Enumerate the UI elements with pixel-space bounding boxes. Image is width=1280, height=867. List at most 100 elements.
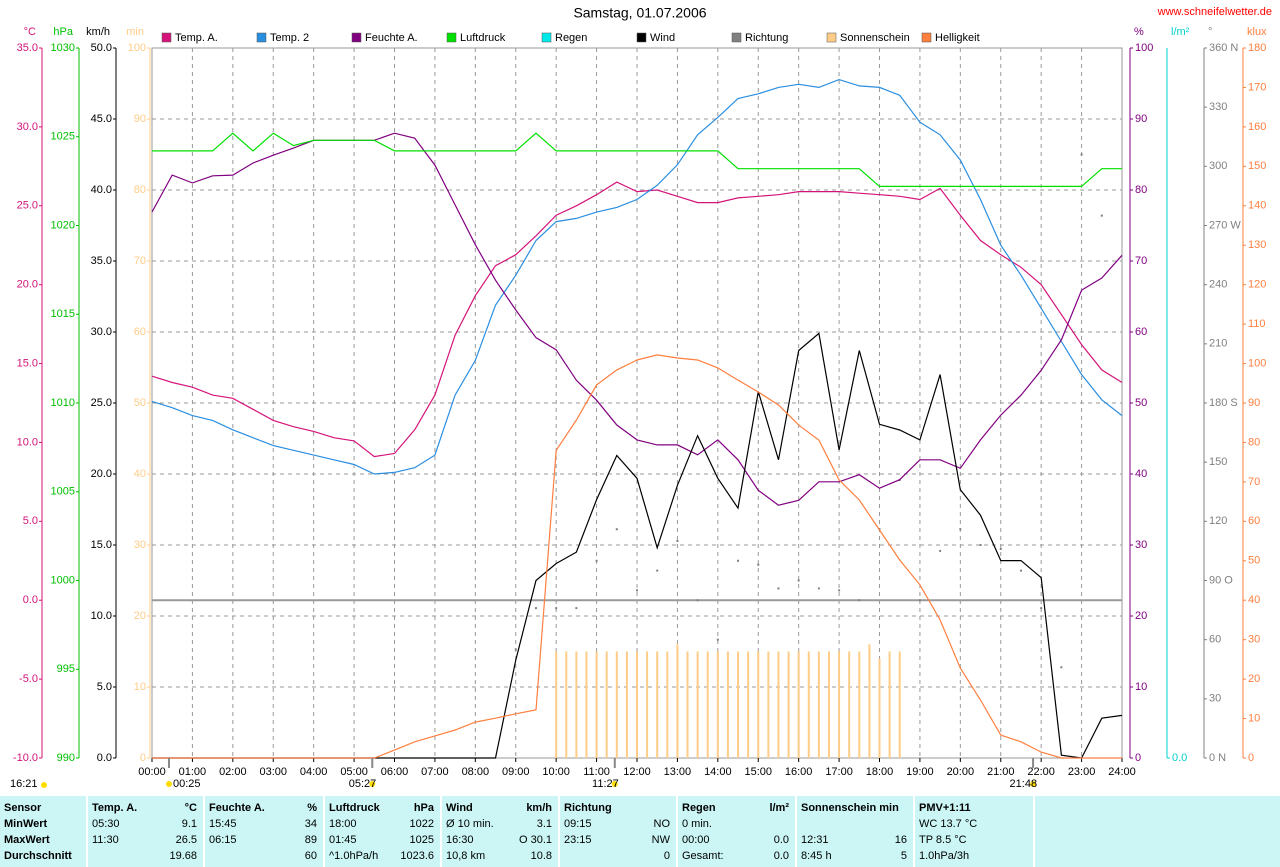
axis-tick-label: 50 — [134, 397, 146, 409]
direction-dot — [939, 549, 942, 552]
table-cell: ^1.0hPa/h 1023.6 — [329, 848, 434, 864]
cell-right: 89 — [304, 834, 317, 846]
legend-label: Helligkeit — [935, 32, 980, 44]
table-cell: 60 — [209, 848, 317, 864]
cell-left: 0 min. — [682, 818, 712, 830]
cell-left: 01:45 — [329, 834, 357, 846]
x-tick-label: 12:00 — [623, 766, 651, 778]
column-header: Feuchte A.% — [209, 800, 317, 816]
row-label-text: MinWert — [4, 818, 48, 830]
cell-right: O 30.1 — [518, 834, 552, 846]
legend-swatch — [256, 32, 267, 43]
axis-tick-label: 50 — [1248, 555, 1260, 567]
x-tick-label: 06:00 — [381, 766, 409, 778]
legend-swatch — [161, 32, 172, 43]
x-tick-label: 07:00 — [421, 766, 449, 778]
direction-dot — [817, 587, 820, 590]
axis-tick-label: 1020 — [51, 219, 75, 231]
direction-dot — [918, 599, 921, 602]
axis-tick-label: 1000 — [51, 574, 75, 586]
cell-right: NW — [651, 834, 670, 846]
axis-tick-label: 15.0 — [17, 357, 38, 369]
table-cell: 11:30 26.5 — [92, 832, 197, 848]
axis-tick-label: 1030 — [51, 42, 75, 54]
site-name: www.schneifelwetter.de — [1157, 6, 1272, 18]
direction-dot — [979, 544, 982, 546]
axis-tick-label: 40.0 — [91, 184, 112, 196]
axis-tick-label: 10 — [1248, 712, 1260, 724]
axis-unit: klux — [1247, 26, 1267, 38]
column-name: Temp. A. — [92, 802, 138, 814]
cell-left: 10,8 km — [446, 850, 486, 862]
axis-tick-label: 90 — [134, 113, 146, 125]
axis-tick-label: 30.0 — [17, 121, 38, 133]
cell-left: Ø 10 min. — [446, 818, 494, 830]
column-unit: °C — [184, 802, 197, 814]
axis-tick-label: 90 — [1135, 113, 1147, 125]
summary-table: Sensor MinWert MaxWert Durchschnitt Temp. A.… — [0, 796, 1280, 867]
column-name: Richtung — [564, 802, 612, 814]
column-unit: l/m² — [769, 802, 789, 814]
axis-tick-label: 20 — [1248, 673, 1260, 685]
cell-left: 06:15 — [209, 834, 237, 846]
axis-unit: l/m² — [1171, 26, 1190, 38]
direction-dot — [959, 528, 962, 531]
direction-dot — [999, 547, 1002, 550]
marker-dot — [369, 781, 376, 787]
axis-unit: hPa — [53, 26, 73, 38]
cell-right: 26.5 — [175, 834, 197, 846]
corner-note: 16:21 — [10, 778, 38, 790]
axis-tick-label: 210 — [1209, 338, 1227, 350]
axis-tick-label: 0 N — [1209, 752, 1226, 764]
table-cell: WC 13.7 °C — [919, 816, 1027, 832]
column-name: Regen — [682, 802, 716, 814]
direction-dot — [534, 607, 537, 610]
column-unit: hPa — [413, 802, 434, 814]
axis-tick-label: 1010 — [51, 397, 75, 409]
marker-dot — [611, 781, 618, 787]
row-label-text: Sensor — [4, 802, 42, 814]
marker-label: 00:25 — [173, 778, 201, 790]
axis-tick-label: 20 — [1135, 610, 1147, 622]
axis-tick-label: -10.0 — [13, 752, 38, 764]
legend-label: Regen — [555, 32, 587, 44]
x-tick-label: 04:00 — [300, 766, 328, 778]
axis-tick-label: 30 — [1135, 539, 1147, 551]
column-header: PMV+1:11 — [919, 800, 1027, 816]
axis-tick-label: 70 — [1135, 255, 1147, 267]
cell-right: 10.8 — [530, 850, 552, 862]
axis-tick-label: 20.0 — [17, 279, 38, 291]
cell-left: WC 13.7 °C — [919, 818, 978, 830]
x-tick-label: 02:00 — [219, 766, 247, 778]
direction-dot — [716, 638, 719, 641]
direction-dot — [757, 563, 760, 566]
axis-tick-label: 240 — [1209, 279, 1227, 291]
axis-tick-label: 25.0 — [17, 200, 38, 212]
column-header: Sonnenschein min — [801, 800, 907, 816]
x-tick-label: 10:00 — [542, 766, 570, 778]
axis-tick-label: 180 S — [1209, 397, 1238, 409]
direction-dot — [555, 607, 558, 610]
legend-label: Wind — [650, 32, 675, 44]
column-header: Luftdruck hPa — [329, 800, 434, 816]
cell-left: 18:00 — [329, 818, 357, 830]
direction-dot — [858, 599, 861, 602]
x-tick-label: 09:00 — [502, 766, 530, 778]
table-column: Temp. A. °C 05:30 9.1 11:30 26.5 19.68 — [88, 796, 205, 867]
row-label-text: Durchschnitt — [4, 850, 72, 862]
axis-tick-label: 120 — [1209, 515, 1227, 527]
axis-unit: km/h — [86, 26, 110, 38]
direction-dot — [615, 528, 618, 531]
legend-label: Temp. A. — [175, 32, 218, 44]
axis-unit: °C — [24, 26, 36, 38]
series-line — [152, 354, 1122, 759]
axis-tick-label: 10.0 — [17, 436, 38, 448]
axis-tick-label: 1015 — [51, 308, 75, 320]
axis-tick-label: 180 — [1248, 42, 1266, 54]
table-cell: 16:30 O 30.1 — [446, 832, 552, 848]
series-line — [152, 132, 1122, 187]
axis-tick-label: 120 — [1248, 279, 1266, 291]
axis-tick-label: 100 — [128, 42, 146, 54]
legend-swatch — [636, 32, 647, 43]
